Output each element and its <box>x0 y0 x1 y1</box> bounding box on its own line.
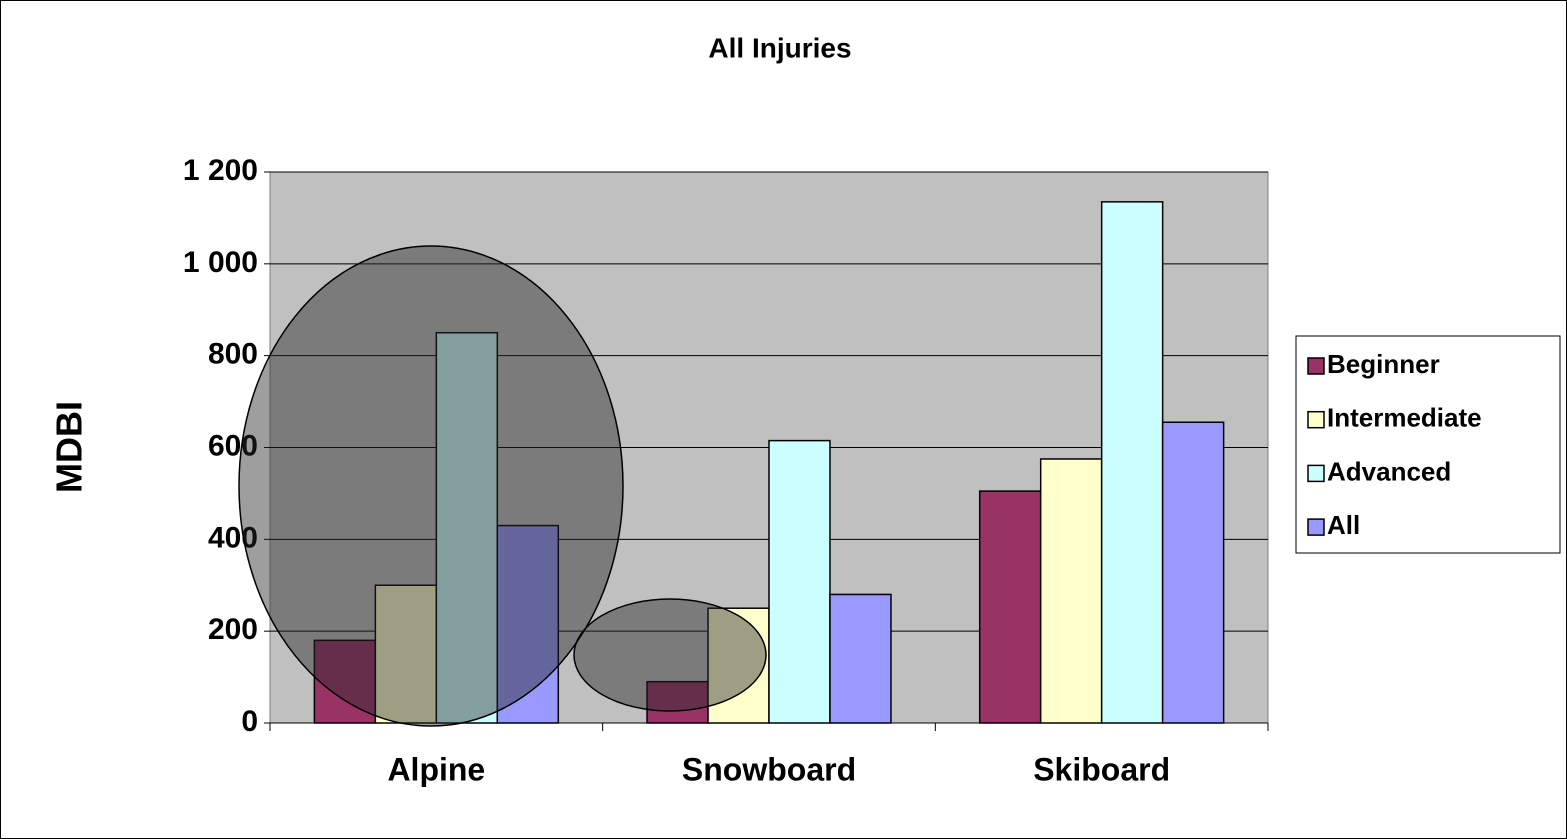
y-tick-label: 1 000 <box>183 246 258 279</box>
x-tick-label: Snowboard <box>682 751 856 787</box>
bar <box>978 490 1042 724</box>
bar <box>1039 458 1103 724</box>
highlight-ellipse <box>238 245 624 727</box>
legend-label: Beginner <box>1327 349 1440 379</box>
y-tick-label: 200 <box>208 613 258 646</box>
y-tick-label: 1 200 <box>183 154 258 187</box>
y-tick-label: 400 <box>208 521 258 554</box>
highlight-ellipse <box>573 598 767 712</box>
legend-box <box>1295 335 1561 554</box>
bar <box>496 524 560 724</box>
legend-label: All <box>1327 510 1360 540</box>
legend-swatch <box>1307 410 1325 429</box>
bar <box>829 593 892 724</box>
annotations <box>238 245 767 727</box>
legend-swatch <box>1307 357 1325 375</box>
y-axis-label: MDBI <box>49 401 90 493</box>
bar <box>646 680 709 724</box>
x-tick-label: Skiboard <box>1033 751 1170 787</box>
y-tick-label: 600 <box>208 429 258 462</box>
bar <box>768 439 831 724</box>
legend-label: Advanced <box>1327 456 1451 486</box>
bar <box>374 584 438 724</box>
y-tick-label: 800 <box>208 338 258 371</box>
bar <box>1161 421 1225 724</box>
legend-swatch <box>1307 518 1325 536</box>
bar <box>1100 201 1164 724</box>
y-tick-label: 0 <box>241 705 258 738</box>
bar <box>313 639 377 724</box>
legend-label: Intermediate <box>1327 403 1482 433</box>
legend-swatch <box>1307 464 1325 483</box>
chart-title: All Injuries <box>708 32 851 63</box>
x-tick-label: Alpine <box>387 751 485 787</box>
bar <box>435 331 499 724</box>
plot-area <box>264 171 1269 731</box>
